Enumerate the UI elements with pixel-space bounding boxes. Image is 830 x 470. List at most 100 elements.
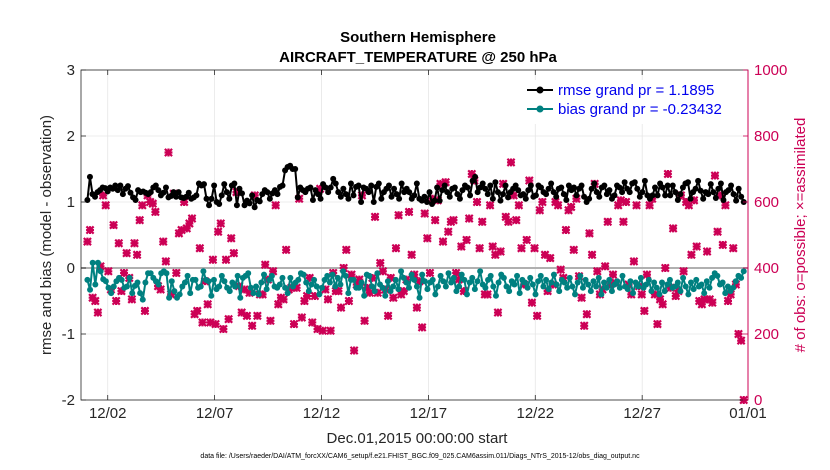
rmse-point — [705, 191, 712, 198]
rmse-point — [206, 202, 213, 209]
rmse-point — [499, 191, 506, 198]
obs-point — [258, 290, 267, 299]
bias-point — [693, 276, 700, 283]
rmse-point — [712, 195, 719, 202]
rmse-point — [223, 189, 230, 196]
rmse-point — [717, 180, 724, 187]
bias-point — [524, 284, 531, 291]
bias-point — [287, 274, 294, 281]
obs-point — [687, 250, 696, 260]
obs-point — [352, 280, 362, 289]
obs-point — [577, 293, 586, 303]
rmse-point — [203, 195, 210, 202]
legend: rmse grand pr = 1.1895 bias grand pr = -… — [522, 80, 738, 124]
rmse-point — [616, 184, 623, 191]
bias-point — [574, 279, 581, 286]
obs-point — [723, 296, 733, 306]
rmse-point — [654, 192, 661, 199]
bias-point — [329, 271, 336, 278]
obs-point — [485, 200, 495, 210]
obs-point — [315, 184, 325, 194]
rmse-point — [606, 187, 613, 194]
obs-point — [530, 243, 539, 253]
bias-point — [208, 292, 215, 299]
bias-point — [540, 283, 547, 290]
bias-point — [421, 278, 428, 285]
bias-point — [545, 286, 552, 293]
bias-point — [550, 271, 557, 278]
bias-point — [437, 272, 444, 279]
bias-point — [666, 276, 673, 283]
obs-point — [553, 200, 563, 210]
bias-point — [284, 290, 291, 297]
bias-point — [527, 274, 534, 281]
rmse-point — [175, 189, 182, 196]
bias-point — [313, 283, 320, 290]
obs-point — [556, 265, 566, 275]
bias-point — [732, 278, 739, 285]
rmse-point — [639, 189, 646, 196]
obs-point — [245, 288, 254, 298]
obs-point — [362, 283, 372, 293]
rmse-point — [677, 191, 684, 198]
rmse-point — [256, 198, 263, 205]
bias-point — [261, 271, 268, 278]
rmse-point — [327, 184, 334, 191]
obs-point — [464, 214, 474, 223]
obs-point — [650, 290, 660, 299]
obs-point — [232, 187, 241, 197]
obs-point — [216, 219, 226, 228]
rmse-point — [112, 182, 119, 189]
rmse-point — [550, 189, 557, 196]
obs-point — [297, 313, 307, 322]
obs-point — [637, 290, 647, 299]
bias-point — [134, 279, 141, 286]
obs-point — [488, 242, 498, 251]
bias-point — [440, 278, 447, 285]
rmse-point — [545, 185, 552, 192]
bias-point — [129, 290, 136, 297]
rmse-point — [695, 177, 702, 184]
rmse-point — [634, 185, 641, 192]
obs-point — [713, 227, 722, 237]
rmse-point — [505, 194, 512, 201]
bias-point — [706, 284, 713, 291]
bias-point — [384, 278, 391, 285]
rmse-point — [368, 182, 375, 189]
rmse-point — [522, 195, 529, 202]
rmse-point — [479, 180, 486, 187]
obs-point — [130, 238, 139, 248]
bias-point — [482, 284, 489, 291]
obs-point — [166, 290, 176, 299]
rmse-point — [484, 191, 491, 198]
rmse-point — [309, 197, 316, 204]
obs-point — [438, 237, 448, 246]
bias-point — [245, 270, 252, 277]
obs-point — [137, 200, 147, 210]
chart-title: Southern Hemisphere — [340, 29, 496, 46]
bias-point — [661, 288, 668, 295]
bias-point — [593, 283, 600, 290]
bias-point — [564, 284, 571, 291]
obs-point — [702, 247, 712, 256]
obs-point — [425, 268, 435, 278]
legend-bias-label: bias grand pr = -0.23432 — [558, 101, 722, 118]
bias-point — [535, 278, 542, 285]
obs-point — [349, 346, 359, 355]
obs-point — [467, 169, 477, 179]
obs-point — [603, 217, 613, 227]
obs-point — [135, 215, 145, 225]
y2-tick-label: 800 — [754, 128, 779, 145]
rmse-point — [733, 197, 740, 204]
rmse-point — [375, 180, 382, 187]
obs-point — [273, 299, 283, 309]
bias-point — [105, 284, 112, 291]
rmse-point — [720, 197, 727, 204]
obs-point — [300, 296, 309, 306]
obs-point — [532, 311, 542, 321]
obs-point — [710, 171, 720, 180]
bias-point — [382, 292, 389, 299]
rmse-point — [431, 197, 438, 204]
obs-point — [344, 296, 354, 306]
obs-point — [663, 169, 673, 179]
